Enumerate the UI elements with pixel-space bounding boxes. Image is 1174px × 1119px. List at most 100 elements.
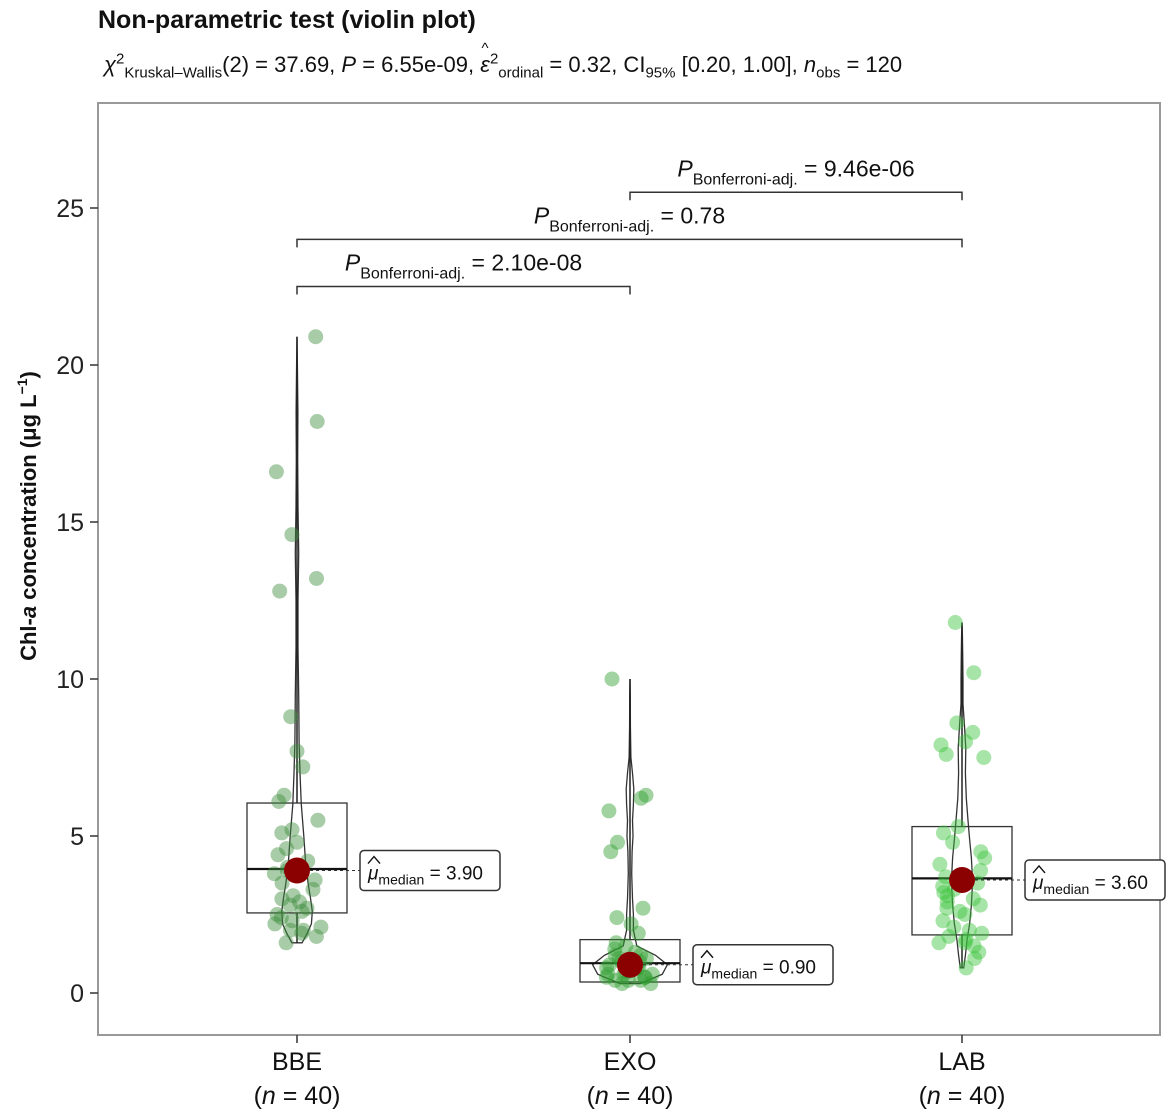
data-point xyxy=(270,847,286,863)
data-point xyxy=(599,960,615,976)
chart-title: Non-parametric test (violin plot) xyxy=(98,6,476,34)
median-hat-glyph xyxy=(1032,864,1046,874)
median-mu-symbol: μ xyxy=(1032,873,1044,894)
median-sub: median xyxy=(378,872,424,888)
n-symbol: n xyxy=(803,52,817,77)
data-point xyxy=(933,737,949,753)
data-point xyxy=(952,903,968,919)
data-point xyxy=(938,746,954,762)
data-point xyxy=(268,464,284,480)
y-axis-label: Chl-a concentration (μg L−1) xyxy=(14,371,41,661)
data-point xyxy=(618,938,634,954)
data-point xyxy=(269,907,285,922)
data-point xyxy=(266,866,282,882)
chi-sub: Kruskal–Wallis xyxy=(124,64,223,82)
n-sub: obs xyxy=(816,64,841,82)
data-point xyxy=(609,910,625,926)
comparison-p-value: = 9.46e-06 xyxy=(798,155,915,181)
data-point xyxy=(635,900,651,916)
data-point xyxy=(931,935,947,951)
median-point xyxy=(617,951,643,978)
n-value: = 40) xyxy=(609,1082,674,1110)
data-point xyxy=(282,922,298,938)
data-point xyxy=(966,665,982,681)
data-point xyxy=(630,925,646,941)
n-value: = 120 xyxy=(840,52,903,77)
p-value: = 6.55e-09, xyxy=(356,52,481,77)
data-point xyxy=(976,750,992,765)
n-symbol: n xyxy=(262,1082,276,1110)
data-point xyxy=(284,913,300,929)
data-point xyxy=(313,919,329,935)
median-sub: median xyxy=(711,966,757,982)
y-label-part: Chl- xyxy=(16,618,41,661)
comparison-p-sub: Bonferroni-adj. xyxy=(693,171,798,188)
data-point xyxy=(278,935,294,951)
median-hat-glyph xyxy=(700,949,714,959)
data-point xyxy=(299,900,315,916)
data-point xyxy=(273,910,289,926)
data-point xyxy=(936,885,952,900)
comparison-p-value: = 0.78 xyxy=(654,202,725,228)
median-mu-symbol: μ xyxy=(367,864,379,885)
plot-panel-border xyxy=(97,102,1161,1036)
comparison-p-sub: Bonferroni-adj. xyxy=(549,218,654,235)
n-open-paren: ( xyxy=(587,1082,596,1110)
data-point xyxy=(307,872,323,888)
data-point xyxy=(939,894,955,910)
data-point xyxy=(941,929,957,944)
y-label-part: ) xyxy=(16,371,41,378)
data-point xyxy=(973,844,989,860)
data-point xyxy=(643,976,659,992)
ci-sub: 95% xyxy=(645,64,676,82)
data-point xyxy=(974,925,990,941)
data-point xyxy=(949,715,965,731)
data-point xyxy=(633,790,649,806)
data-point xyxy=(945,834,961,850)
median-point xyxy=(284,857,310,884)
data-point xyxy=(971,944,987,960)
data-point xyxy=(958,734,973,750)
data-point xyxy=(295,922,311,938)
data-point xyxy=(309,414,325,429)
data-point xyxy=(608,935,624,951)
data-point xyxy=(272,583,288,599)
data-point xyxy=(607,972,623,988)
data-point xyxy=(644,966,660,982)
median-value: = 0.90 xyxy=(757,958,816,979)
data-point xyxy=(308,929,324,944)
data-point xyxy=(294,903,310,919)
epsilon-sup: 2 xyxy=(489,50,499,68)
y-tick-label: 25 xyxy=(56,195,84,223)
data-point xyxy=(604,671,620,687)
data-point xyxy=(289,743,305,759)
data-point xyxy=(276,787,292,803)
data-point xyxy=(294,925,310,941)
data-point xyxy=(284,527,300,543)
comparison-label: PBonferroni-adj. = 2.10e-08 xyxy=(345,250,582,283)
median-label-box xyxy=(1024,859,1166,901)
data-point xyxy=(610,834,625,850)
comparison-p-symbol: P xyxy=(534,202,550,228)
data-point xyxy=(961,922,977,938)
data-point xyxy=(638,787,654,803)
chart-subtitle: χ2Kruskal–Wallis(2) = 37.69, P = 6.55e-0… xyxy=(104,40,903,82)
chi-symbol: χ xyxy=(104,52,117,77)
epsilon-sub: ordinal xyxy=(498,64,544,82)
n-symbol: n xyxy=(927,1082,941,1110)
box-iqr xyxy=(246,802,348,914)
data-point xyxy=(292,894,307,910)
n-value: = 40) xyxy=(941,1082,1006,1110)
comparison-p-symbol: P xyxy=(345,250,361,276)
data-point xyxy=(932,856,948,872)
median-label-text: μmedian = 0.90 xyxy=(700,958,816,982)
n-open-paren: ( xyxy=(254,1082,263,1110)
box-iqr xyxy=(579,938,681,983)
group-lab: μmedian = 3.60 LAB (n = 40) xyxy=(911,615,1166,1110)
x-tick-n-label: (n = 40) xyxy=(919,1082,1006,1110)
data-point xyxy=(637,969,653,985)
y-tick-label: 15 xyxy=(56,509,84,537)
n-open-paren: ( xyxy=(919,1082,928,1110)
n-symbol: n xyxy=(595,1082,609,1110)
data-point xyxy=(958,932,974,948)
